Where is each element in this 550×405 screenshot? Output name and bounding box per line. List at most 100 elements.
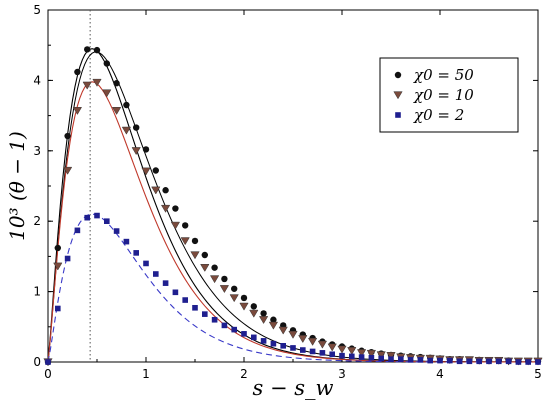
data-point-0 — [93, 46, 101, 54]
data-point-2 — [427, 357, 433, 364]
data-point-2 — [339, 352, 345, 359]
data-point-0 — [123, 101, 130, 109]
data-point-1 — [219, 285, 230, 294]
data-point-1 — [258, 316, 269, 325]
data-point-0 — [260, 310, 267, 317]
data-point-0 — [221, 275, 228, 283]
data-point-0 — [84, 46, 91, 53]
data-point-2 — [378, 355, 384, 362]
data-point-1 — [366, 349, 377, 358]
x-tick-label: 4 — [436, 367, 444, 381]
data-point-2 — [153, 271, 159, 277]
y-tick-label: 3 — [33, 144, 41, 158]
data-point-2 — [270, 340, 277, 347]
data-point-2 — [74, 227, 81, 234]
x-tick-label: 1 — [142, 367, 150, 381]
x-axis-label: s − s_w — [253, 376, 334, 400]
data-point-2 — [55, 305, 61, 312]
data-point-2 — [505, 358, 512, 365]
data-point-2 — [496, 358, 502, 365]
data-point-2 — [260, 338, 267, 344]
data-point-1 — [376, 351, 386, 360]
data-point-2 — [221, 322, 228, 329]
data-point-1 — [386, 352, 396, 360]
data-point-1 — [356, 349, 367, 358]
data-point-2 — [182, 297, 188, 303]
data-point-2 — [104, 218, 110, 224]
legend-box — [379, 57, 519, 133]
legend-marker-1 — [393, 91, 403, 100]
data-point-0 — [250, 303, 257, 310]
data-point-2 — [202, 311, 208, 317]
data-point-1 — [141, 167, 151, 176]
data-point-1 — [347, 347, 357, 356]
y-tick-label: 2 — [33, 214, 41, 228]
data-point-2 — [515, 359, 522, 365]
data-point-2 — [64, 255, 71, 262]
y-tick-label: 1 — [33, 285, 41, 299]
data-point-2 — [329, 351, 335, 358]
fit-curve-2 — [47, 213, 538, 363]
data-point-2 — [113, 228, 120, 234]
data-point-2 — [300, 347, 306, 353]
data-point-1 — [111, 107, 122, 115]
legend: χ0 = 50 χ0 = 10 χ0 = 2 — [379, 57, 519, 133]
data-point-2 — [358, 354, 365, 360]
data-point-2 — [192, 304, 198, 311]
x-tick-label: 3 — [338, 367, 346, 381]
data-point-1 — [278, 326, 288, 335]
data-point-2 — [84, 214, 90, 221]
data-point-2 — [133, 250, 139, 256]
axis-tick-labels: 0 1 2 3 4 5 0 1 2 3 4 5 — [33, 3, 541, 381]
data-point-0 — [162, 187, 169, 194]
data-point-2 — [123, 238, 130, 245]
data-point-0 — [142, 146, 150, 153]
data-point-2 — [407, 357, 414, 363]
data-point-1 — [327, 343, 337, 352]
data-point-0 — [133, 124, 140, 131]
data-point-1 — [190, 251, 200, 260]
data-point-0 — [103, 60, 111, 67]
data-point-2 — [45, 359, 51, 365]
data-point-1 — [102, 89, 112, 98]
data-point-0 — [54, 244, 61, 252]
data-point-0 — [113, 80, 120, 87]
data-point-1 — [337, 345, 347, 354]
data-point-1 — [268, 321, 279, 330]
y-tick-label: 5 — [33, 3, 41, 17]
data-point-1 — [72, 107, 83, 115]
data-point-2 — [143, 260, 149, 267]
data-point-1 — [121, 126, 132, 135]
data-point-0 — [152, 167, 159, 174]
y-axis-label: 10³ (θ − 1) — [5, 131, 29, 241]
legend-label-1: χ0 = 10 — [413, 86, 474, 104]
data-point-1 — [200, 264, 210, 272]
data-point-1 — [82, 81, 92, 90]
data-point-2 — [437, 357, 443, 364]
data-point-1 — [317, 340, 328, 349]
data-point-2 — [486, 358, 492, 365]
data-point-0 — [270, 316, 277, 323]
data-point-2 — [476, 358, 482, 365]
data-point-2 — [417, 357, 424, 363]
data-point-1 — [307, 337, 318, 346]
data-point-2 — [251, 334, 257, 341]
data-point-0 — [74, 68, 81, 76]
data-point-1 — [288, 330, 298, 339]
data-point-1 — [249, 309, 259, 318]
data-point-2 — [94, 212, 100, 219]
data-point-2 — [349, 353, 355, 360]
legend-marker-2 — [395, 112, 401, 118]
data-point-1 — [131, 147, 141, 156]
data-markers — [43, 46, 543, 367]
data-point-1 — [239, 302, 249, 311]
data-point-0 — [191, 237, 199, 245]
data-point-2 — [368, 354, 375, 361]
data-point-1 — [170, 221, 181, 230]
data-point-2 — [456, 358, 463, 365]
data-point-0 — [182, 222, 189, 229]
data-point-2 — [398, 356, 404, 362]
data-point-0 — [211, 264, 218, 271]
data-point-2 — [535, 359, 541, 365]
